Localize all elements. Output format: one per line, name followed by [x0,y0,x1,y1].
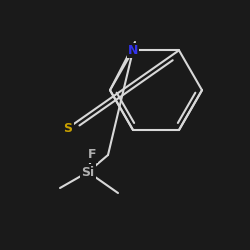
Text: N: N [128,44,138,57]
Text: S: S [64,122,72,134]
Text: Si: Si [82,166,94,178]
Text: F: F [88,148,96,162]
